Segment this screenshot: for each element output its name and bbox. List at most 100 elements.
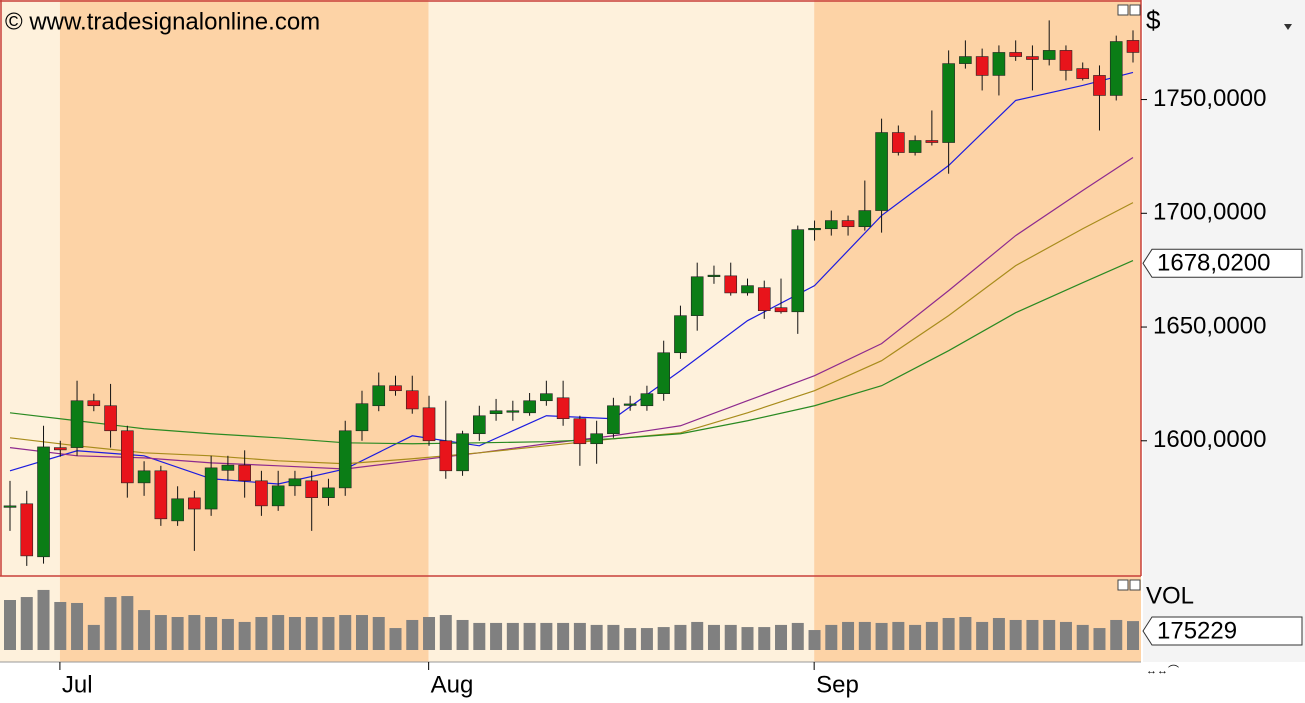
- close-button[interactable]: [1129, 579, 1141, 591]
- candle-body: [271, 485, 285, 507]
- minimize-button[interactable]: [1117, 4, 1129, 16]
- volume-bar: [540, 622, 553, 650]
- volume-bar: [372, 617, 385, 650]
- volume-bar: [724, 624, 737, 650]
- y-tick-label: 1650,0000: [1153, 312, 1266, 339]
- volume-bar: [523, 622, 536, 650]
- candle-body: [556, 397, 570, 420]
- window-buttons[interactable]: [1117, 4, 1141, 591]
- candle-body: [925, 140, 939, 143]
- candle-body: [439, 440, 453, 472]
- volume-bar: [221, 618, 234, 650]
- month-band: [0, 0, 60, 662]
- volume-bar: [1110, 619, 1123, 650]
- volume-bar: [892, 621, 905, 650]
- volume-bar: [1127, 621, 1139, 650]
- last-volume-box: [1142, 616, 1303, 646]
- candle-body: [1059, 50, 1073, 71]
- volume-bar: [406, 619, 419, 650]
- candle-body: [791, 229, 805, 313]
- volume-bar: [389, 628, 402, 650]
- minimize-button[interactable]: [1117, 579, 1129, 591]
- candle-body: [942, 63, 955, 143]
- candle-body: [355, 403, 369, 432]
- volume-bar: [456, 619, 469, 650]
- candle-body: [892, 132, 905, 153]
- volume-bar: [707, 624, 720, 650]
- candle-body: [288, 478, 302, 487]
- candle-body: [590, 433, 603, 445]
- candle-body: [1126, 40, 1140, 53]
- candle-body: [188, 497, 201, 510]
- volume-bar: [188, 615, 201, 650]
- candle-body: [824, 220, 838, 230]
- candle-body: [808, 228, 821, 231]
- volume-bar: [758, 627, 771, 650]
- candle-body: [473, 415, 486, 435]
- close-button[interactable]: [1129, 4, 1141, 16]
- volume-bar: [959, 617, 972, 650]
- candle-body: [1076, 68, 1090, 79]
- volume-bar: [557, 622, 570, 650]
- candle-body: [623, 403, 637, 406]
- volume-bar: [439, 615, 452, 650]
- watermark: © www.tradesignalonline.com: [5, 8, 320, 35]
- volume-bar: [925, 621, 938, 650]
- volume-bar: [171, 617, 184, 650]
- candle-body: [70, 400, 84, 448]
- candle-body: [1026, 56, 1039, 60]
- volume-bar: [640, 628, 653, 650]
- candle-body: [657, 352, 670, 394]
- candle-body: [690, 276, 704, 316]
- candle-body: [87, 400, 101, 407]
- last-volume-label: 175229: [1157, 617, 1237, 644]
- volume-bar: [54, 601, 67, 650]
- candle-body: [1109, 41, 1123, 96]
- volume-bar: [875, 622, 888, 650]
- volume-bar: [691, 621, 704, 650]
- volume-bar: [657, 627, 670, 650]
- candle-body: [540, 393, 553, 402]
- volume-bar: [4, 600, 16, 650]
- candle-body: [238, 464, 251, 482]
- candle-body: [975, 56, 989, 76]
- candle-body: [908, 140, 922, 153]
- candle-body: [875, 132, 888, 211]
- y-tick-label: 1600,0000: [1153, 426, 1266, 453]
- candle-body: [992, 52, 1006, 76]
- zoom-controls[interactable]: ↔↔⌒: [1146, 664, 1179, 677]
- candle-body: [741, 285, 754, 294]
- candle-body: [1093, 75, 1106, 96]
- volume-bar: [992, 617, 1005, 650]
- volume-bar: [339, 615, 352, 650]
- candle-body: [523, 400, 536, 414]
- candle-body: [405, 390, 419, 410]
- candle-body: [204, 467, 218, 510]
- x-tick-label: Sep: [816, 671, 859, 698]
- volume-bar: [1093, 628, 1106, 650]
- candle-body: [640, 393, 654, 407]
- candle-body: [338, 430, 352, 489]
- volume-bar: [305, 617, 318, 650]
- volume-bar: [272, 615, 285, 650]
- scroll-arrow[interactable]: [1284, 24, 1292, 30]
- volume-bar: [808, 630, 821, 650]
- candle-body: [607, 405, 620, 435]
- volume-bar: [842, 621, 855, 650]
- x-tick-label: Jul: [62, 671, 93, 698]
- volume-bar: [741, 627, 754, 650]
- volume-bar: [423, 617, 436, 650]
- candle-body: [674, 315, 687, 354]
- volume-bar: [355, 615, 368, 650]
- volume-bar: [138, 610, 151, 650]
- volume-bar: [238, 621, 251, 650]
- volume-bar: [976, 621, 989, 650]
- volume-bar: [288, 617, 301, 650]
- candle-body: [305, 480, 319, 498]
- candle-body: [154, 470, 168, 520]
- last-price-box: [1142, 248, 1303, 278]
- candle-body: [757, 287, 771, 311]
- month-band: [428, 0, 815, 662]
